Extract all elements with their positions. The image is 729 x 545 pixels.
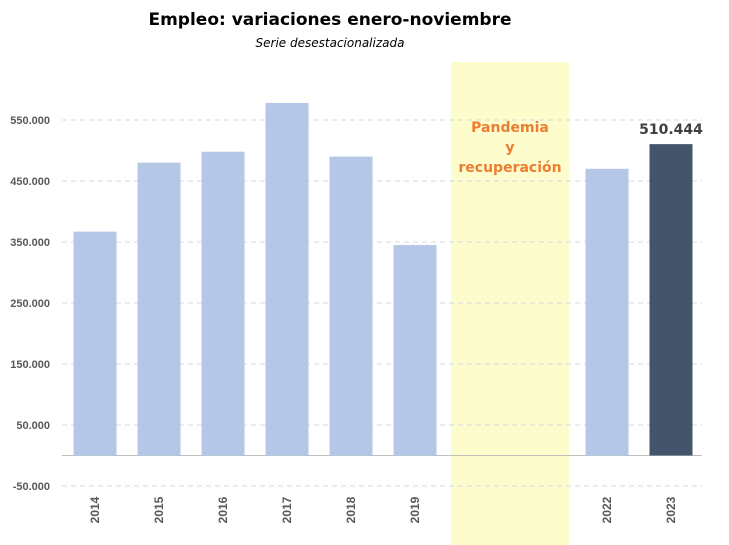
bar-2022 [585,168,629,456]
annotation-line: y [505,140,514,156]
bar-2019 [393,245,437,456]
bar-2018 [329,156,373,456]
y-tick-label: 350.000 [10,237,50,249]
x-tick-label: 2014 [88,496,102,523]
bar-2015 [137,162,181,456]
y-tick-label: 250.000 [10,298,50,310]
x-tick-label: 2023 [664,496,678,523]
x-tick-label: 2017 [280,496,294,523]
chart-subtitle: Serie desestacionalizada [255,36,405,50]
annotation-line: Pandemia [471,120,549,136]
chart-title: Empleo: variaciones enero-noviembre [148,10,512,30]
x-tick-label: 2022 [600,496,614,523]
bar-2014 [73,231,117,456]
data-label: 510.444 [639,122,703,138]
x-tick-label: 2015 [152,496,166,523]
bar-2016 [201,151,245,456]
y-tick-label: 150.000 [10,359,50,371]
bar-2017 [265,102,309,456]
x-tick-label: 2016 [216,496,230,523]
y-tick-label: 50.000 [16,420,50,432]
y-tick-label: 550.000 [10,115,50,127]
x-tick-label: 2018 [344,496,358,523]
y-tick-label: 450.000 [10,176,50,188]
bar-2023 [649,144,693,456]
annotation-line: recuperación [458,160,561,176]
y-tick-label: -50.000 [13,481,50,493]
x-tick-label: 2019 [408,496,422,523]
